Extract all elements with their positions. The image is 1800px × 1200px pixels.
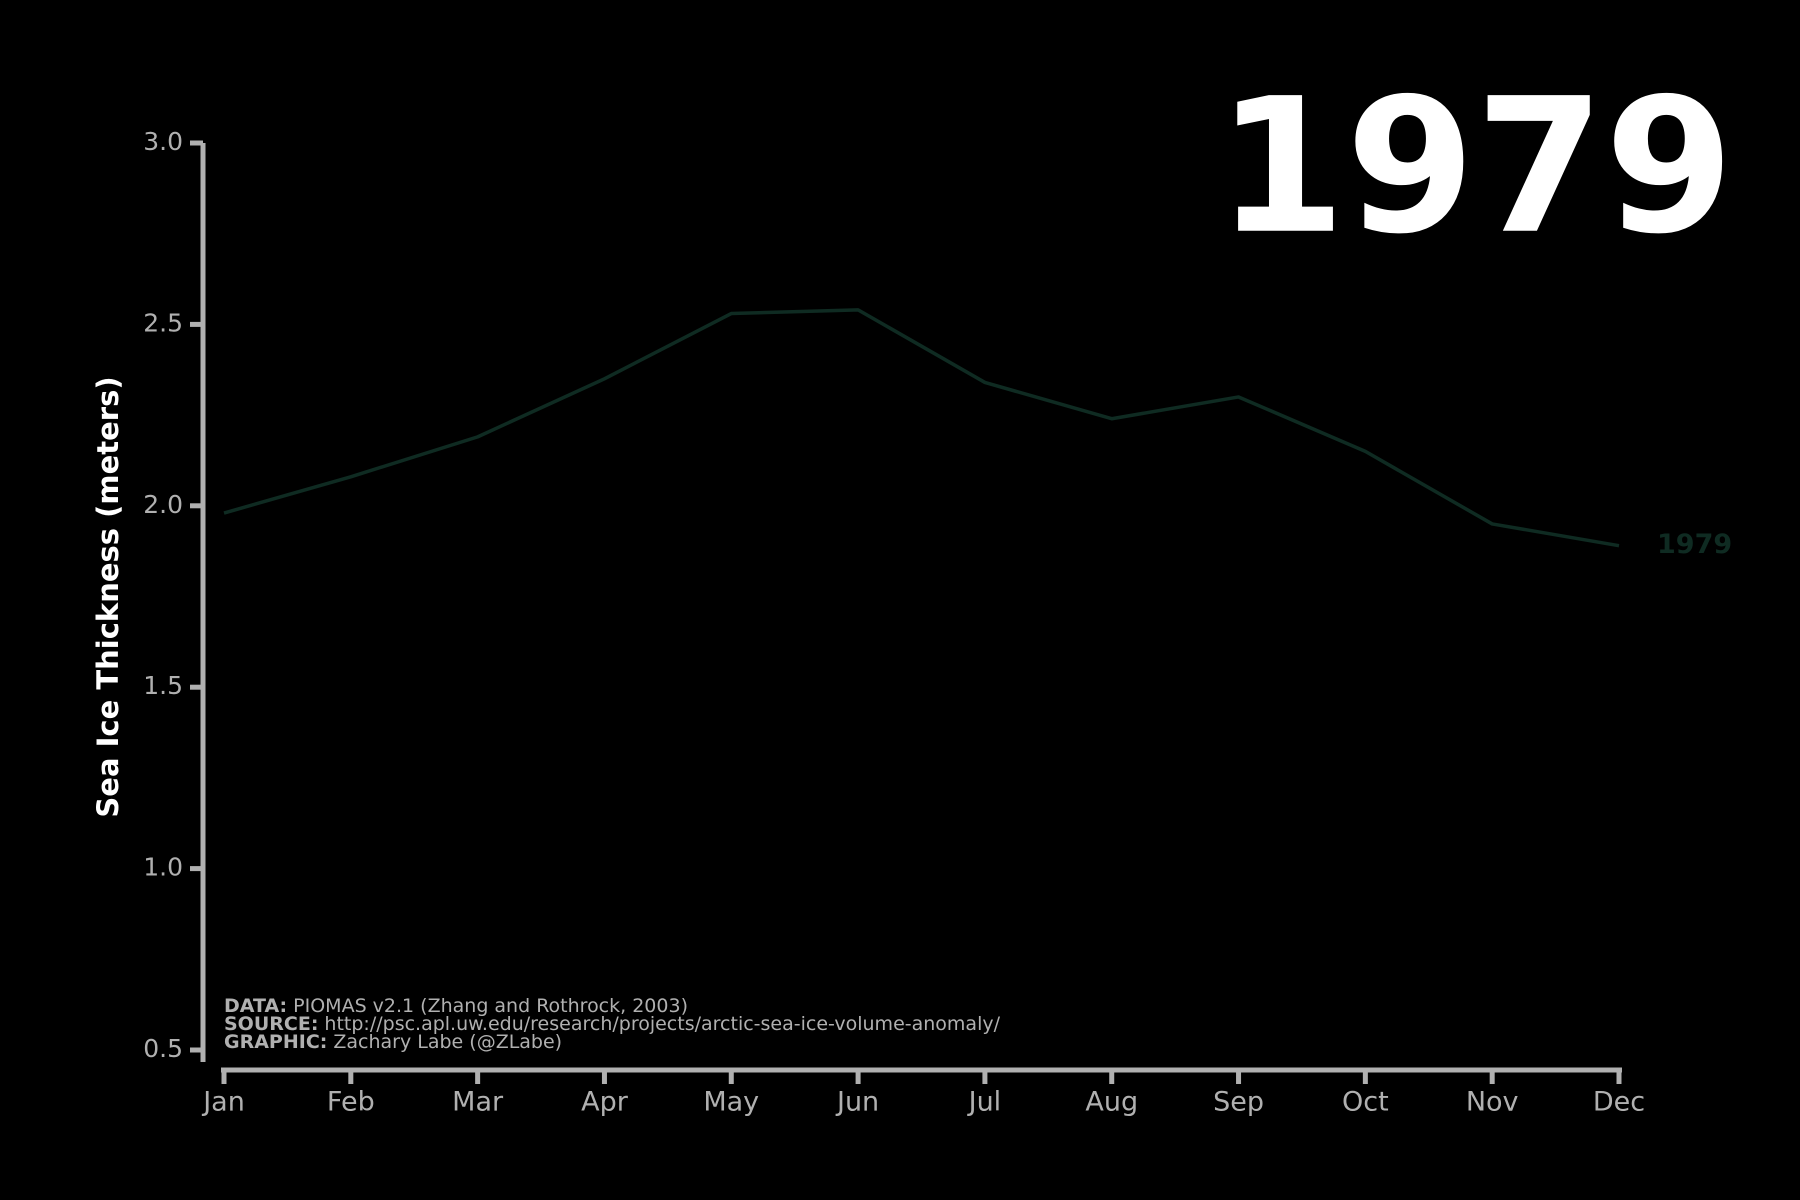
credit: SOURCE: http://psc.apl.uw.edu/research/pr… xyxy=(224,1013,1001,1035)
x-tick-label: Jan xyxy=(201,1087,245,1118)
y-tick-label: 0.5 xyxy=(143,1034,183,1063)
credit-label: DATA: xyxy=(224,995,287,1017)
x-tick-label: May xyxy=(703,1087,759,1118)
credit: GRAPHIC: Zachary Labe (@ZLabe) xyxy=(224,1031,562,1053)
x-tick-label: Dec xyxy=(1593,1087,1645,1118)
credit-text: PIOMAS v2.1 (Zhang and Rothrock, 2003) xyxy=(293,995,688,1017)
x-tick-label: Nov xyxy=(1466,1087,1519,1118)
x-tick-label: Jul xyxy=(967,1087,1002,1118)
y-tick-label: 2.5 xyxy=(143,308,183,337)
y-tick-label: 2.0 xyxy=(143,490,183,519)
y-axis-label: Sea Ice Thickness (meters) xyxy=(91,376,125,817)
credit: DATA: PIOMAS v2.1 (Zhang and Rothrock, 20… xyxy=(224,995,688,1017)
chart-title: 1979 xyxy=(1216,58,1734,275)
credit-text: http://psc.apl.uw.edu/research/projects/… xyxy=(324,1013,1000,1035)
credit-label: SOURCE: xyxy=(224,1013,318,1035)
series-line xyxy=(223,308,1620,548)
y-tick-label: 1.0 xyxy=(143,853,183,882)
x-tick-label: Mar xyxy=(452,1087,504,1118)
x-tick-label: Oct xyxy=(1342,1087,1389,1118)
x-tick-label: Jun xyxy=(835,1087,879,1118)
credit-text: Zachary Labe (@ZLabe) xyxy=(333,1031,562,1053)
x-tick-label: Sep xyxy=(1213,1087,1264,1118)
series-label: 1979 xyxy=(1657,529,1732,560)
y-tick-label: 1.5 xyxy=(143,671,183,700)
x-tick-label: Feb xyxy=(327,1087,375,1118)
credit-label: GRAPHIC: xyxy=(224,1031,327,1053)
x-tick-label: Apr xyxy=(581,1087,629,1118)
x-tick-label: Aug xyxy=(1085,1087,1138,1118)
y-tick-label: 3.0 xyxy=(143,127,183,156)
